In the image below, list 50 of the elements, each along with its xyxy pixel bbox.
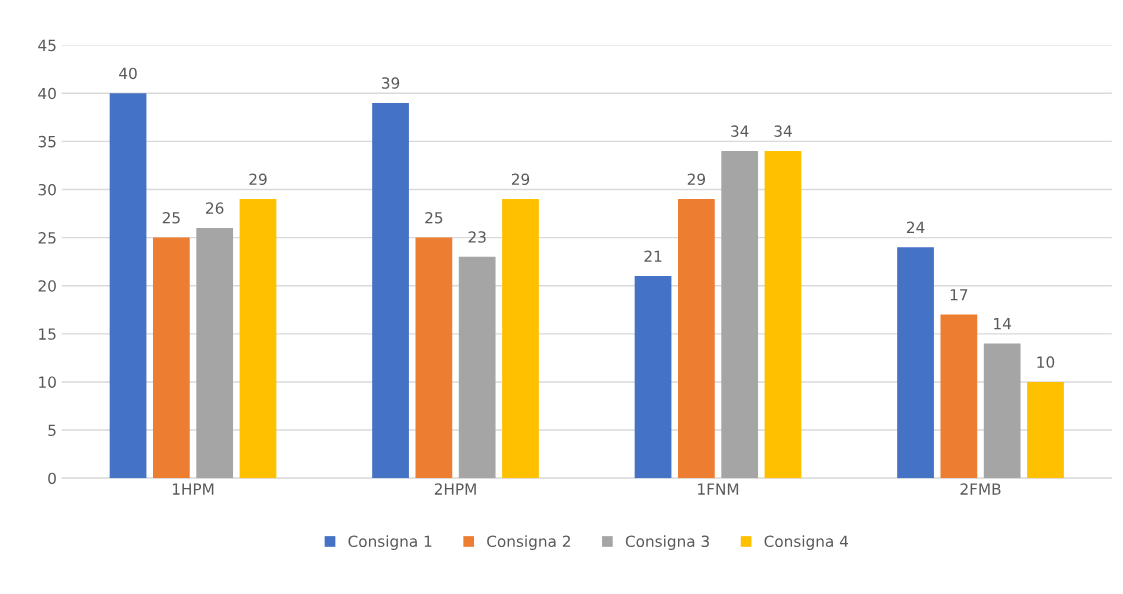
bar — [415, 237, 453, 479]
y-tick-label: 40 — [38, 87, 56, 100]
legend-label: Consigna 3 — [625, 535, 709, 551]
x-tick-label: 2HPM — [434, 483, 476, 495]
bar — [983, 343, 1021, 479]
x-tick-label: 1HPM — [172, 483, 214, 495]
y-tick-label: 10 — [39, 376, 56, 388]
y-tick-label: 45 — [38, 39, 56, 52]
data-label: 29 — [687, 173, 706, 186]
y-tick-label: 5 — [48, 424, 56, 437]
bar — [677, 199, 715, 479]
bar — [109, 93, 147, 479]
bar — [502, 199, 539, 479]
y-tick-label: 20 — [38, 280, 56, 292]
bar — [196, 227, 234, 479]
y-tick-label: 25 — [38, 232, 56, 244]
data-label: 17 — [950, 289, 968, 301]
data-label: 25 — [162, 211, 180, 224]
bar — [764, 150, 802, 479]
data-label: 40 — [119, 67, 137, 80]
bar — [458, 256, 496, 479]
legend-label: Consigna 1 — [348, 535, 432, 551]
data-label: 26 — [206, 202, 224, 214]
bar — [1027, 381, 1064, 479]
data-label: 10 — [1037, 356, 1055, 368]
bar — [940, 314, 978, 479]
bar — [721, 150, 759, 479]
data-label: 39 — [381, 77, 400, 89]
data-label: 34 — [774, 125, 792, 137]
bar — [897, 247, 934, 479]
data-label: 24 — [906, 221, 925, 233]
y-tick-label: 35 — [38, 135, 56, 148]
bar — [634, 276, 672, 479]
legend-label: Consigna 2 — [487, 535, 570, 551]
data-label: 21 — [644, 250, 662, 262]
data-label: 14 — [994, 318, 1012, 330]
data-label: 34 — [731, 125, 749, 137]
legend-label: Consigna 4 — [764, 535, 849, 551]
x-tick-label: 1FNM — [698, 483, 739, 495]
bar — [152, 237, 190, 479]
data-label: 29 — [249, 173, 267, 186]
data-label: 29 — [511, 173, 530, 186]
y-tick-label: 30 — [38, 183, 56, 196]
data-label: 23 — [468, 231, 486, 243]
y-tick-label: 0 — [48, 472, 56, 485]
y-tick-label: 15 — [39, 328, 56, 340]
bar — [239, 199, 277, 479]
data-label: 25 — [425, 211, 443, 224]
bar — [372, 102, 409, 479]
x-tick-label: 2FMB — [960, 483, 1001, 495]
